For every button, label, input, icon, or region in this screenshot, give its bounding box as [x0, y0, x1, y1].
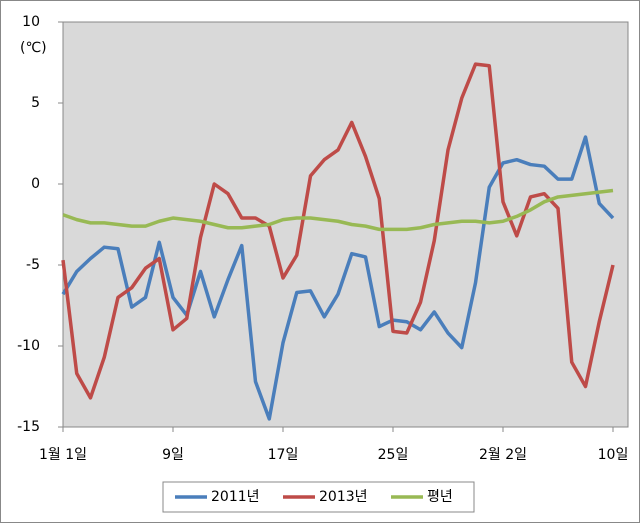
legend-label: 2013년 — [319, 489, 368, 505]
y-tick-label: -5 — [26, 257, 40, 273]
x-tick-label: 10일 — [598, 447, 629, 463]
y-tick-label: 10 — [22, 14, 40, 30]
legend: 2011년 2013년 평년 — [162, 481, 475, 513]
x-tick-label: 1월 1일 — [39, 447, 87, 463]
series-line — [62, 188, 614, 232]
x-tick-label: 25일 — [378, 447, 409, 463]
x-tick-label: 2월 2일 — [479, 447, 527, 463]
legend-label: 평년 — [427, 489, 453, 505]
series-line — [61, 62, 615, 400]
y-tick-label: 0 — [31, 176, 40, 192]
y-unit: (℃) — [20, 40, 47, 56]
x-tick-label: 9일 — [162, 447, 184, 463]
x-tick-label: 17일 — [268, 447, 299, 463]
y-tick-label: -10 — [17, 338, 40, 354]
y-tick-label: 5 — [31, 95, 40, 111]
legend-label: 2011년 — [211, 489, 260, 505]
y-tick-label: -15 — [17, 419, 40, 435]
